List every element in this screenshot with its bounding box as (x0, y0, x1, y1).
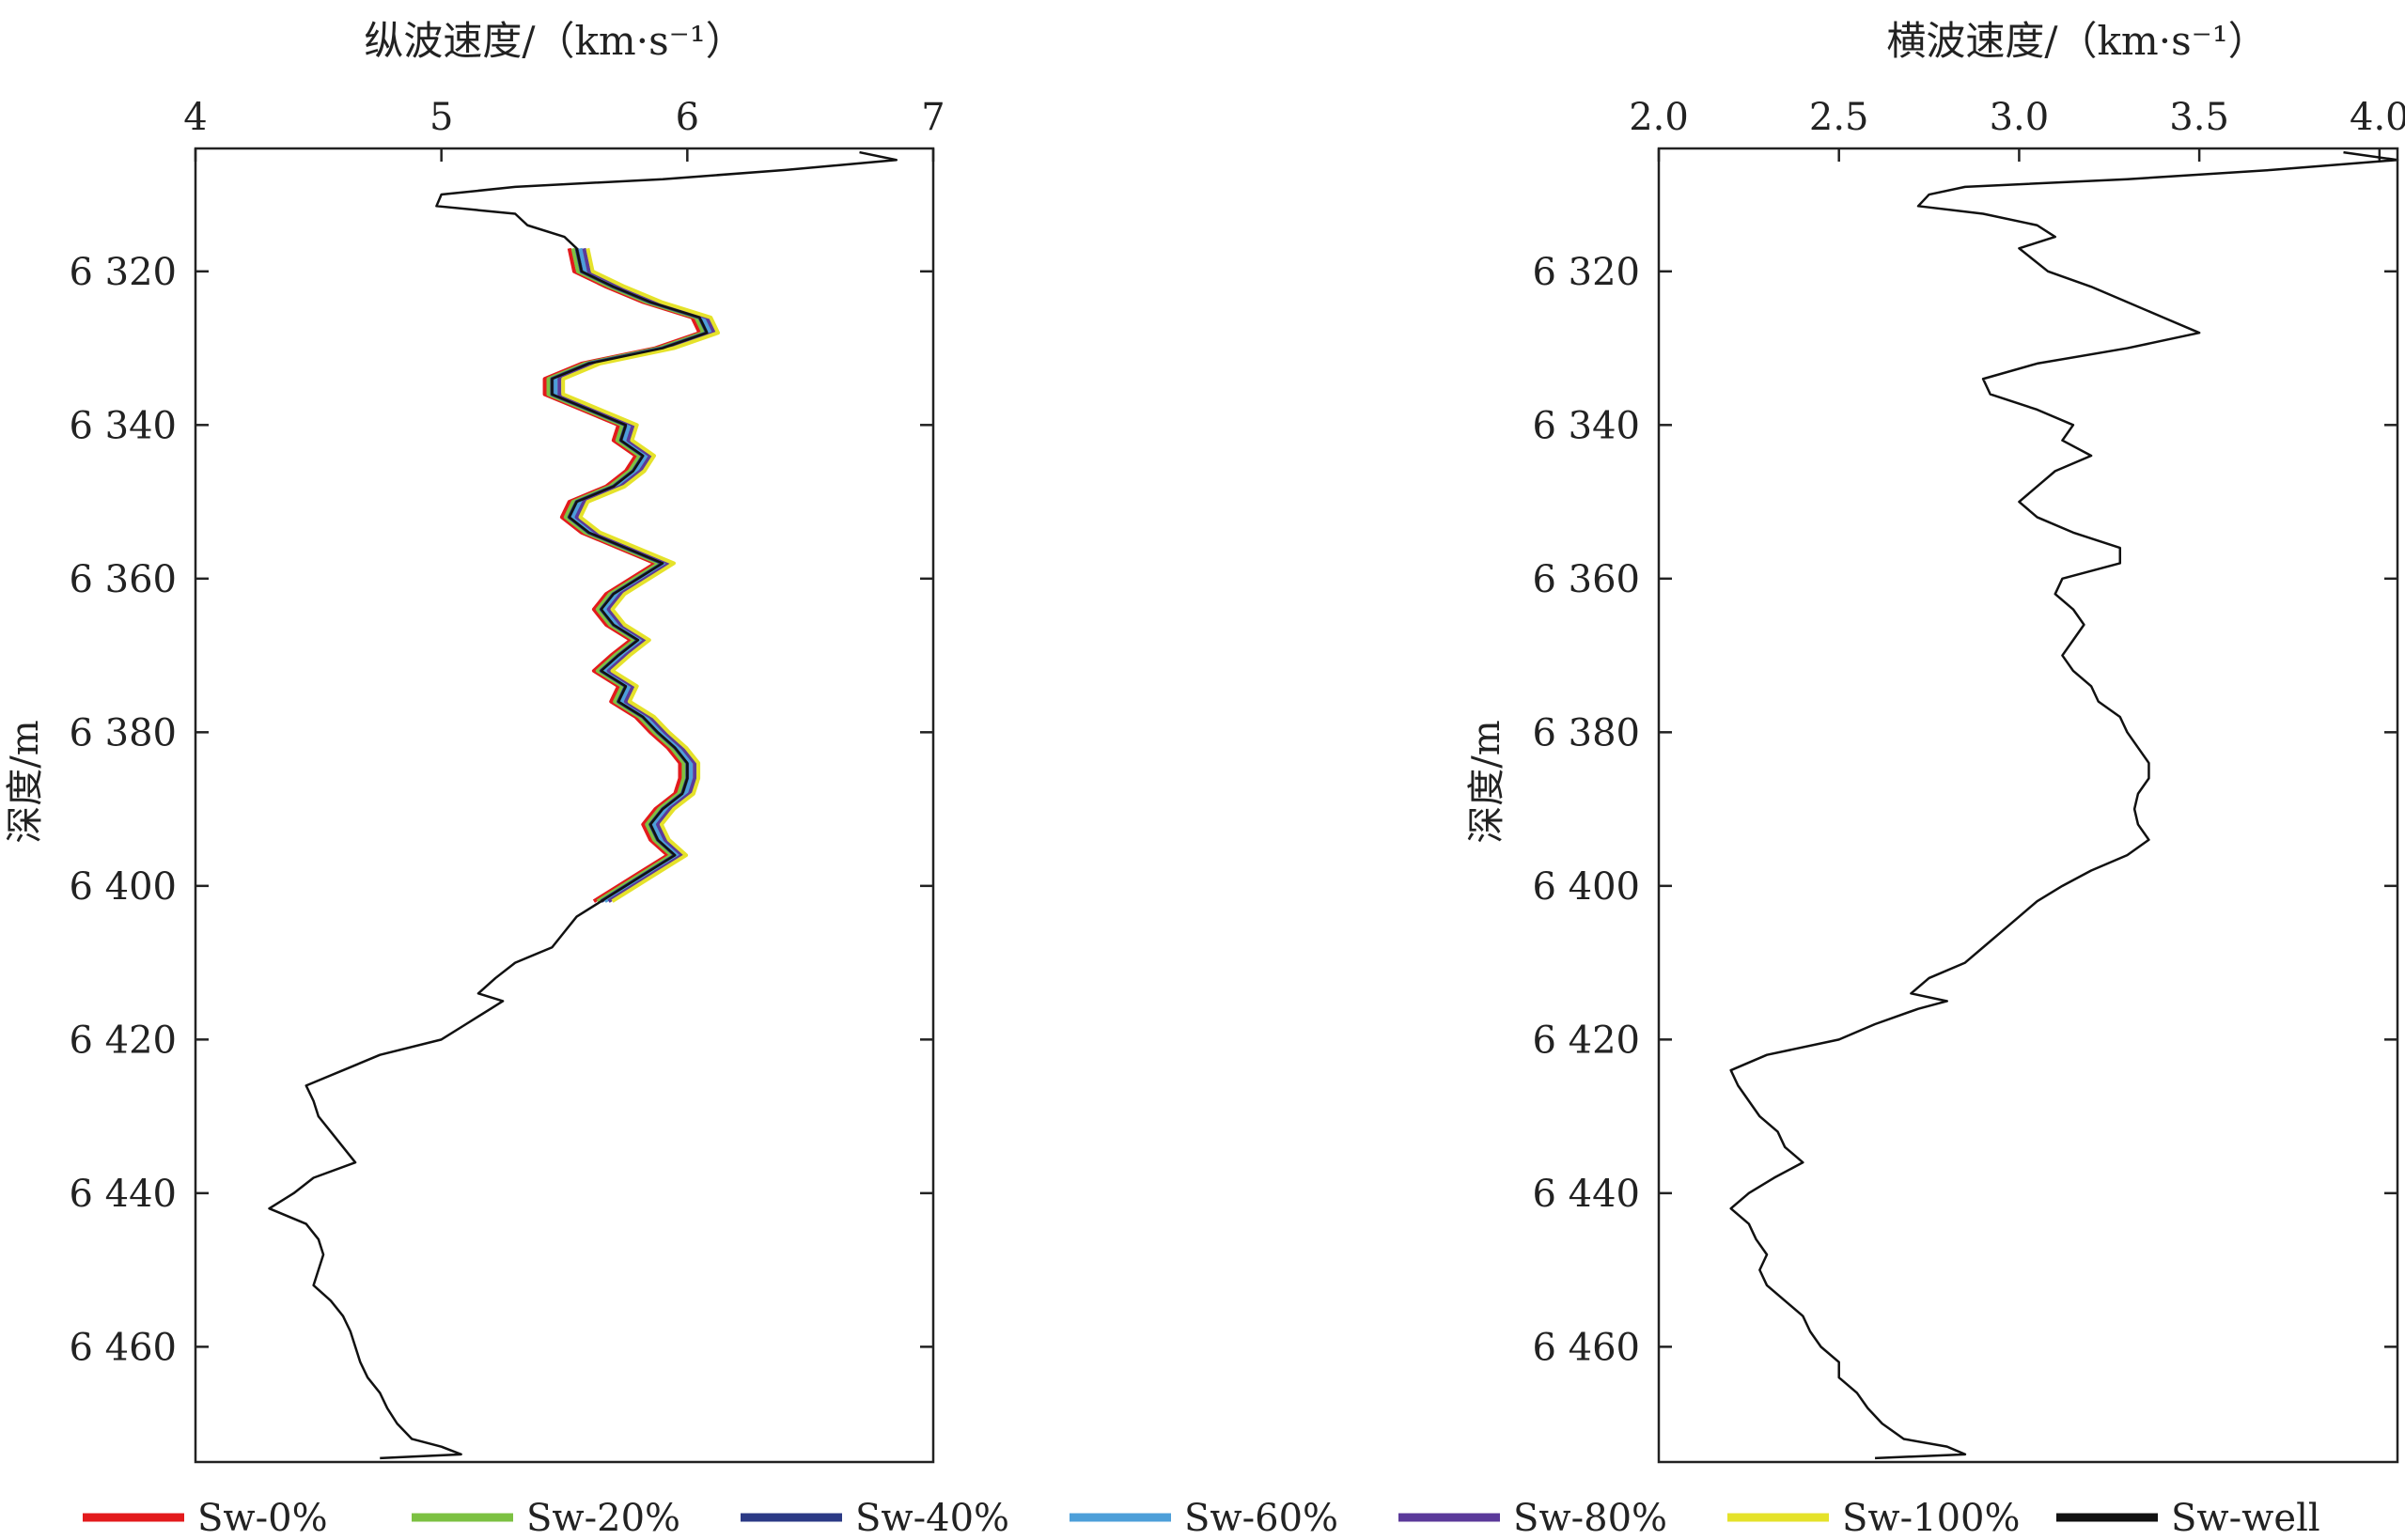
vs-x-ticks: 2.0 2.5 3.0 3.5 4.0 (1629, 96, 2405, 162)
vs-well-line (1729, 150, 2399, 1460)
vp-x-tick-label: 6 (676, 96, 699, 139)
vp-x-tick-label: 4 (183, 96, 207, 139)
legend-label: Sw-40% (855, 1497, 1009, 1540)
vs-x-tick-label: 2.0 (1629, 96, 1689, 139)
vs-y-tick-label: 6 400 (1532, 865, 1640, 909)
legend-label: Sw-60% (1184, 1497, 1338, 1540)
vp-curves (268, 150, 898, 1460)
series-line-sw-60- (554, 247, 713, 903)
vs-panel: 横波速度/（km·s⁻¹） 2.0 2.5 3.0 3.5 4.0 6 320 6 340… (1465, 18, 2405, 1464)
vp-y-tick-label: 6 380 (69, 711, 177, 754)
vs-x-tick-label: 3.0 (1990, 96, 2050, 139)
vs-y-tick-label: 6 460 (1532, 1326, 1640, 1369)
vs-x-tick-label: 2.5 (1809, 96, 1869, 139)
legend-label: Sw-100% (1842, 1497, 2021, 1540)
vs-y-tick-label: 6 420 (1532, 1019, 1640, 1062)
legend-label: Sw-well (2171, 1497, 2320, 1540)
vp-y-ticks: 6 320 6 340 6 360 6 380 6 400 6 420 6 440 6 460 (69, 251, 933, 1369)
vp-y-tick-label: 6 360 (69, 558, 177, 601)
series-line-sw-100- (561, 247, 721, 903)
vp-plot-frame (194, 147, 935, 1464)
vp-y-tick-label: 6 440 (69, 1173, 177, 1216)
vp-y-tick-label: 6 400 (69, 865, 177, 909)
vp-x-tick-label: 7 (921, 96, 945, 139)
vs-depth-label: 深度/m (1465, 720, 1508, 843)
vp-x-ticks: 4 5 6 7 (183, 96, 945, 162)
vs-y-tick-label: 6 380 (1532, 711, 1640, 754)
vs-y-ticks: 6 320 6 340 6 360 6 380 6 400 6 420 6 440 6 460 (1532, 251, 2397, 1369)
vs-x-tick-label: 3.5 (2169, 96, 2229, 139)
vp-axis-title: 纵波速度/（km·s⁻¹） (364, 18, 744, 64)
vs-y-tick-label: 6 340 (1532, 404, 1640, 447)
legend-label: Sw-80% (1513, 1497, 1667, 1540)
vs-axis-title: 横波速度/（km·s⁻¹） (1886, 18, 2267, 64)
vs-curves (1729, 150, 2399, 1460)
legend-label: Sw-0% (197, 1497, 328, 1540)
legend: Sw-0% Sw-20% Sw-40% Sw-60% Sw-80% Sw-100% Sw-w… (83, 1497, 2320, 1540)
vp-x-tick-label: 5 (429, 96, 453, 139)
vp-y-tick-label: 6 460 (69, 1326, 177, 1369)
vp-y-tick-label: 6 420 (69, 1019, 177, 1062)
legend-label: Sw-20% (526, 1497, 680, 1540)
vs-x-tick-label: 4.0 (2350, 96, 2405, 139)
vs-plot-frame (1657, 147, 2399, 1464)
vs-y-tick-label: 6 440 (1532, 1173, 1640, 1216)
vp-depth-label: 深度/m (4, 720, 47, 843)
vs-y-tick-label: 6 320 (1532, 251, 1640, 294)
vp-y-tick-label: 6 340 (69, 404, 177, 447)
vp-y-tick-label: 6 320 (69, 251, 177, 294)
vp-well-line (268, 150, 898, 1460)
vs-y-tick-label: 6 360 (1532, 558, 1640, 601)
